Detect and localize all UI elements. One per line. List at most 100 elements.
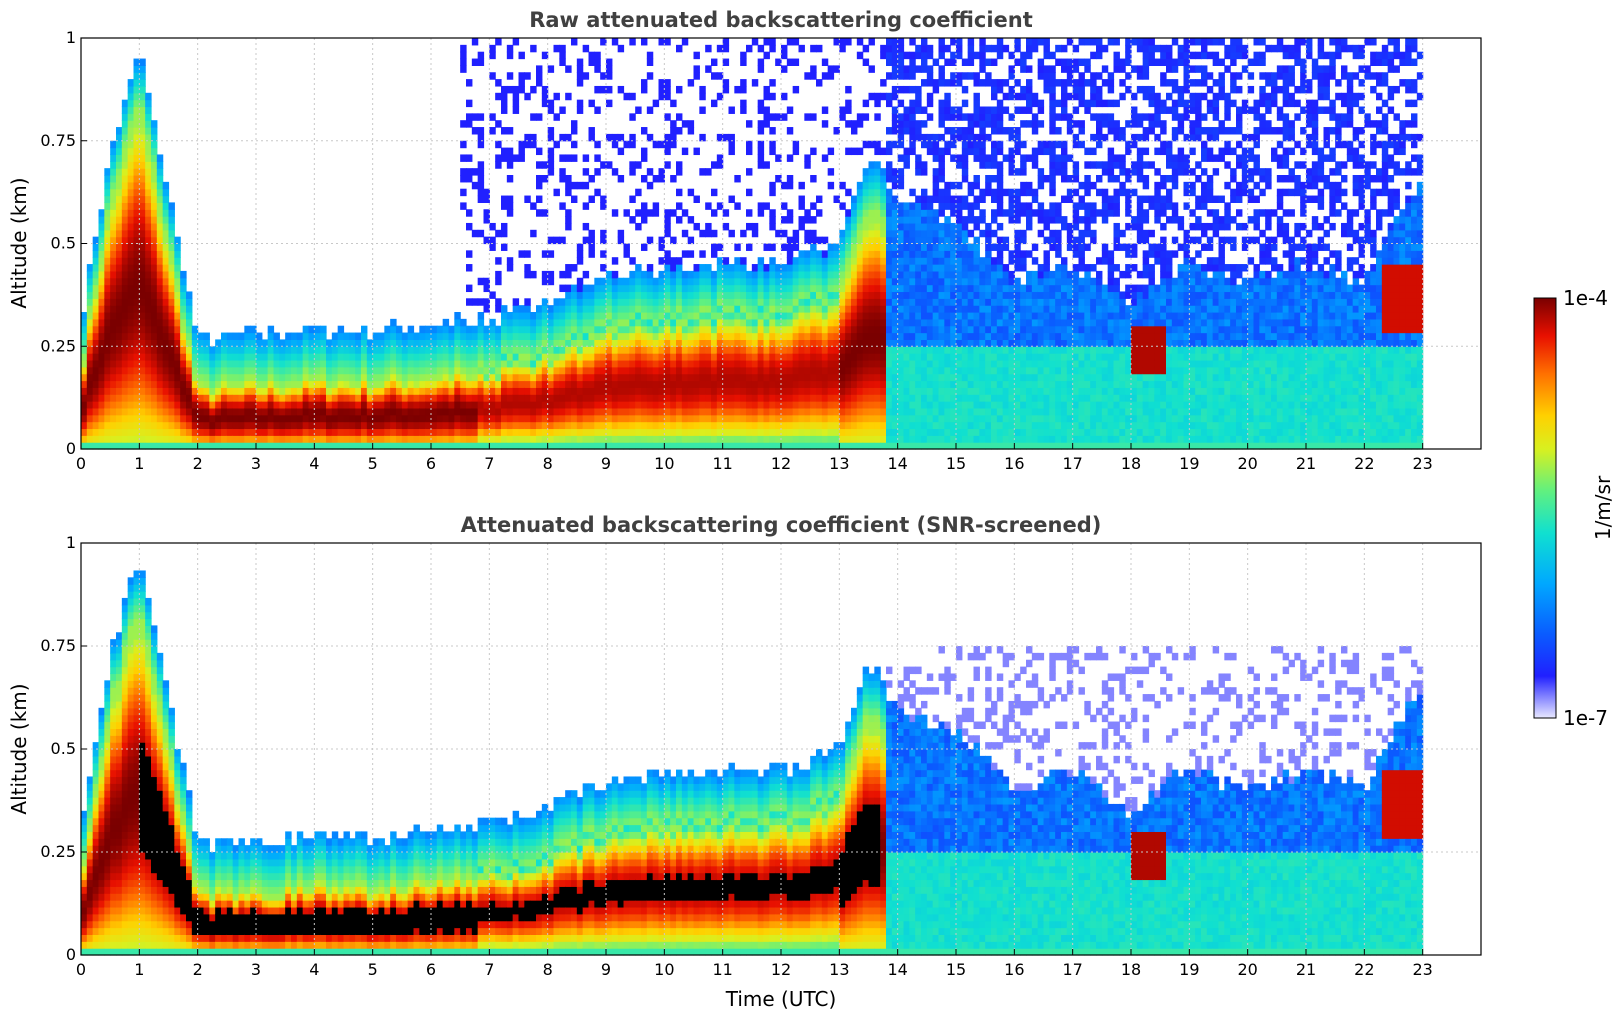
heatmap-cell — [804, 380, 811, 388]
heatmap-cell — [641, 38, 648, 46]
heatmap-cell — [833, 270, 840, 279]
heatmap-cell — [740, 407, 747, 416]
heatmap-cell — [880, 305, 887, 313]
heatmap-cell — [757, 387, 765, 395]
heatmap-cell — [868, 305, 875, 313]
heatmap-cell — [868, 161, 875, 169]
heatmap-cell — [221, 442, 228, 450]
heatmap-cell — [938, 284, 945, 293]
heatmap-cell — [524, 140, 531, 149]
heatmap-cell — [477, 229, 485, 238]
heatmap-cell — [716, 325, 724, 334]
heatmap-cell — [845, 236, 852, 245]
heatmap-cell — [961, 147, 969, 156]
heatmap-cell — [343, 380, 350, 388]
heatmap-cell — [250, 421, 257, 430]
heatmap-cell — [547, 428, 555, 436]
heatmap-cell — [139, 291, 146, 299]
heatmap-cell — [699, 421, 706, 430]
heatmap-cell — [658, 243, 665, 251]
heatmap-cell — [495, 353, 502, 361]
heatmap-cell — [740, 359, 747, 368]
heatmap-cell — [361, 339, 368, 347]
heatmap-cell — [582, 339, 590, 347]
heatmap-cell — [186, 373, 193, 382]
heatmap-cell — [256, 387, 263, 395]
heatmap-cell — [279, 353, 286, 361]
heatmap-cell — [722, 318, 730, 327]
heatmap-cell — [746, 401, 753, 409]
heatmap-cell — [816, 291, 823, 299]
heatmap-cell — [384, 353, 391, 361]
heatmap-cell — [641, 373, 648, 382]
heatmap-cell — [938, 195, 945, 203]
heatmap-cell — [588, 243, 595, 251]
heatmap-cell — [81, 366, 88, 375]
heatmap-cell — [541, 298, 549, 306]
heatmap-cell — [664, 79, 671, 87]
heatmap-cell — [372, 387, 380, 395]
heatmap-cell — [891, 428, 899, 436]
heatmap-cell — [903, 236, 910, 245]
heatmap-cell — [250, 359, 257, 368]
heatmap-cell — [320, 407, 327, 416]
heatmap-cell — [337, 435, 345, 443]
heatmap-cell — [419, 414, 426, 423]
heatmap-cell — [133, 366, 140, 375]
heatmap-cell — [769, 332, 776, 340]
heatmap-cell — [693, 195, 700, 203]
heatmap-cell — [810, 332, 817, 340]
heatmap-cell — [728, 270, 735, 279]
heatmap-cell — [734, 401, 741, 409]
heatmap-cell — [133, 85, 140, 94]
heatmap-cell — [798, 435, 805, 443]
heatmap-cell — [553, 442, 560, 450]
heatmap-cell — [868, 312, 875, 320]
heatmap-cell — [985, 44, 992, 53]
heatmap-cell — [646, 332, 654, 340]
heatmap-cell — [722, 133, 730, 142]
heatmap-cell — [547, 387, 555, 395]
heatmap-cell — [693, 284, 700, 293]
heatmap-cell — [390, 414, 397, 423]
heatmap-cell — [938, 188, 945, 197]
heatmap-cell — [232, 366, 240, 375]
heatmap-cell — [506, 414, 514, 423]
heatmap-cell — [670, 99, 677, 108]
heatmap-cell — [285, 332, 292, 340]
heatmap-cell — [559, 442, 566, 450]
heatmap-cell — [151, 318, 158, 327]
heatmap-cell — [856, 373, 864, 382]
heatmap-cell — [471, 380, 479, 388]
heatmap-cell — [477, 188, 485, 197]
heatmap-cell — [226, 332, 234, 340]
heatmap-cell — [804, 250, 811, 258]
heatmap-cell — [302, 414, 310, 423]
heatmap-cell — [139, 188, 146, 197]
heatmap-cell — [845, 229, 852, 238]
heatmap-cell — [133, 332, 140, 340]
heatmap-cell — [687, 366, 695, 375]
heatmap-cell — [891, 127, 899, 135]
heatmap-cell — [751, 318, 759, 327]
heatmap-cell — [232, 414, 240, 423]
heatmap-cell — [436, 407, 444, 416]
heatmap-cell — [98, 428, 105, 436]
heatmap-cell — [559, 421, 566, 430]
heatmap-cell — [670, 133, 677, 142]
heatmap-cell — [296, 407, 304, 416]
heatmap-cell — [956, 380, 963, 388]
heatmap-cell — [547, 332, 555, 340]
heatmap-cell — [839, 380, 846, 388]
heatmap-cell — [833, 435, 840, 443]
heatmap-cell — [302, 346, 310, 354]
heatmap-cell — [956, 79, 963, 87]
heatmap-cell — [705, 284, 712, 293]
heatmap-cell — [921, 168, 928, 176]
heatmap-cell — [664, 387, 671, 395]
heatmap-cell — [775, 387, 782, 395]
heatmap-cell — [256, 435, 263, 443]
heatmap-cell — [973, 359, 980, 368]
heatmap-cell — [851, 366, 858, 375]
heatmap-cell — [116, 133, 123, 142]
